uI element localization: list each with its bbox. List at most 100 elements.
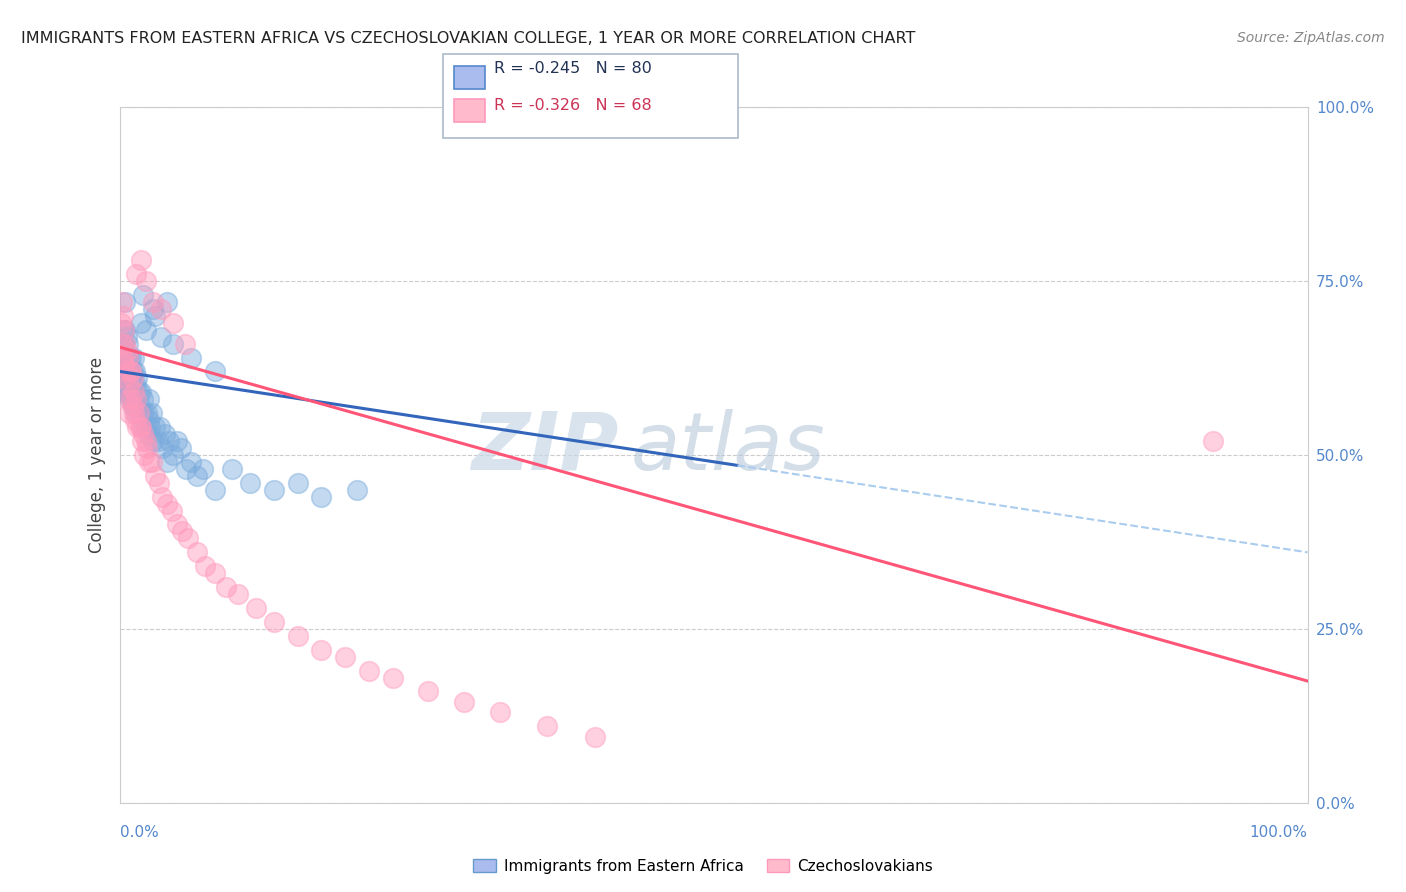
Point [118,378,141,392]
Point [136,427,159,442]
Text: Source: ZipAtlas.com: Source: ZipAtlas.com [1237,31,1385,45]
Point [112,364,135,378]
Point [122,406,145,420]
Point [118,371,141,385]
Point [150,441,173,455]
Point [135,274,157,288]
Point [156,455,179,469]
Point [160,503,183,517]
Point [121,399,143,413]
Point [129,253,152,268]
Point [177,532,200,546]
Point [150,329,173,343]
Point [204,364,226,378]
Point [162,316,184,330]
Point [118,351,141,365]
Legend: Immigrants from Eastern Africa, Czechoslovakians: Immigrants from Eastern Africa, Czechosl… [467,853,939,880]
Point [112,323,135,337]
Point [157,434,180,448]
Point [118,406,141,420]
Point [122,378,145,392]
Point [174,462,197,476]
Point [215,580,238,594]
Point [121,399,143,413]
Point [204,483,226,497]
Point [111,351,134,365]
Point [120,351,142,365]
Point [127,420,149,434]
Point [114,294,136,309]
Point [120,371,142,385]
Point [221,462,243,476]
Point [120,364,142,378]
Point [120,392,142,407]
Point [194,559,217,574]
Point [583,730,606,744]
Point [143,468,166,483]
Point [115,351,138,365]
Point [418,684,440,698]
Y-axis label: College, 1 year or more: College, 1 year or more [87,357,105,553]
Point [120,392,142,407]
Point [128,399,150,413]
Point [135,420,157,434]
Point [146,434,169,448]
Point [311,642,333,657]
Point [287,475,309,490]
Point [135,441,157,455]
Point [142,434,165,448]
Point [111,385,134,400]
Point [135,406,157,420]
Point [132,392,155,407]
Point [138,392,160,407]
Point [166,517,188,532]
Point [138,413,160,427]
Point [112,336,135,351]
Point [135,434,157,448]
Point [143,309,166,323]
Point [115,378,138,392]
Point [138,455,160,469]
Point [120,364,142,378]
Point [263,615,285,629]
Point [245,601,267,615]
Point [172,524,194,539]
Point [124,413,146,427]
Point [228,587,250,601]
Point [132,288,155,302]
Point [114,371,136,385]
Point [128,420,150,434]
Point [115,329,138,343]
Point [124,392,146,407]
Point [180,455,202,469]
Point [335,649,357,664]
Point [346,483,368,497]
Point [204,566,226,581]
FancyBboxPatch shape [454,66,485,89]
Point [114,323,136,337]
Point [150,490,173,504]
Point [114,336,136,351]
Point [173,336,195,351]
Point [263,483,285,497]
FancyBboxPatch shape [454,99,485,122]
Point [132,427,155,442]
Point [381,671,404,685]
Point [115,343,138,358]
Point [156,497,179,511]
Point [121,364,143,378]
Point [166,434,188,448]
Point [125,406,148,420]
Point [122,351,145,365]
Point [453,695,475,709]
Point [153,427,176,442]
Point [124,364,146,378]
Point [112,309,135,323]
Point [162,448,184,462]
Point [239,475,262,490]
Point [128,385,150,400]
Point [128,406,150,420]
Point [131,406,153,420]
Point [112,351,135,365]
Point [112,343,135,358]
